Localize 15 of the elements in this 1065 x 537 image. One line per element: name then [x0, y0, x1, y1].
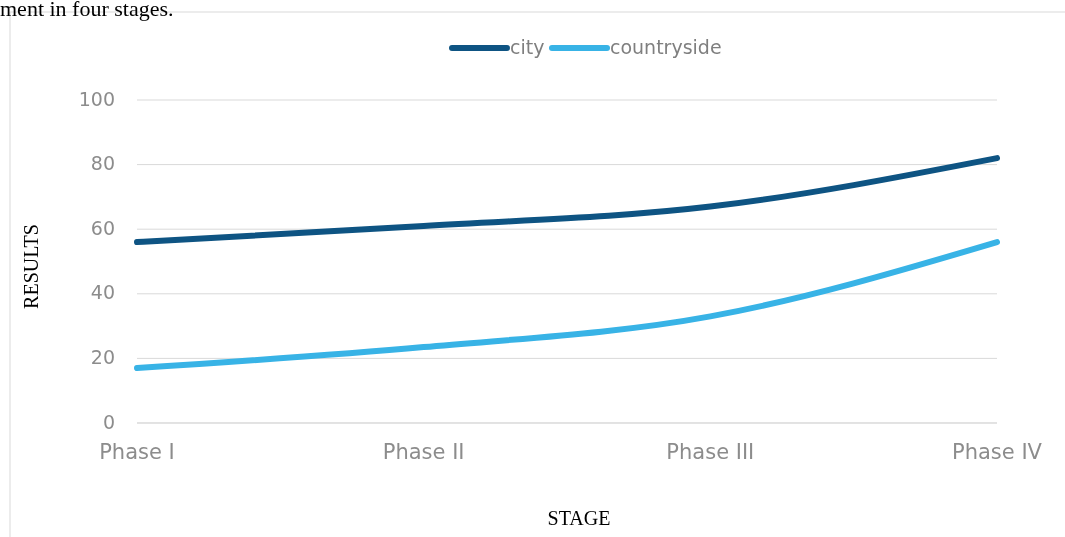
y-tick-label: 0 — [102, 410, 115, 433]
y-tick-label: 40 — [90, 281, 115, 304]
legend-label: city — [510, 35, 545, 58]
y-axis-title: RESULTS — [20, 224, 42, 309]
legend-label: countryside — [610, 35, 722, 58]
x-tick-label: Phase I — [99, 440, 175, 464]
y-tick-label: 80 — [90, 152, 115, 175]
y-tick-label: 20 — [90, 345, 115, 368]
text: ment in four stages. — [0, 0, 174, 22]
x-tick-label: Phase III — [666, 440, 755, 464]
x-tick-label: Phase IV — [952, 440, 1043, 464]
y-tick-label: 100 — [78, 87, 115, 110]
x-tick-label: Phase II — [382, 440, 465, 464]
y-tick-label: 60 — [90, 216, 115, 239]
x-axis-title: STAGE — [547, 507, 611, 529]
